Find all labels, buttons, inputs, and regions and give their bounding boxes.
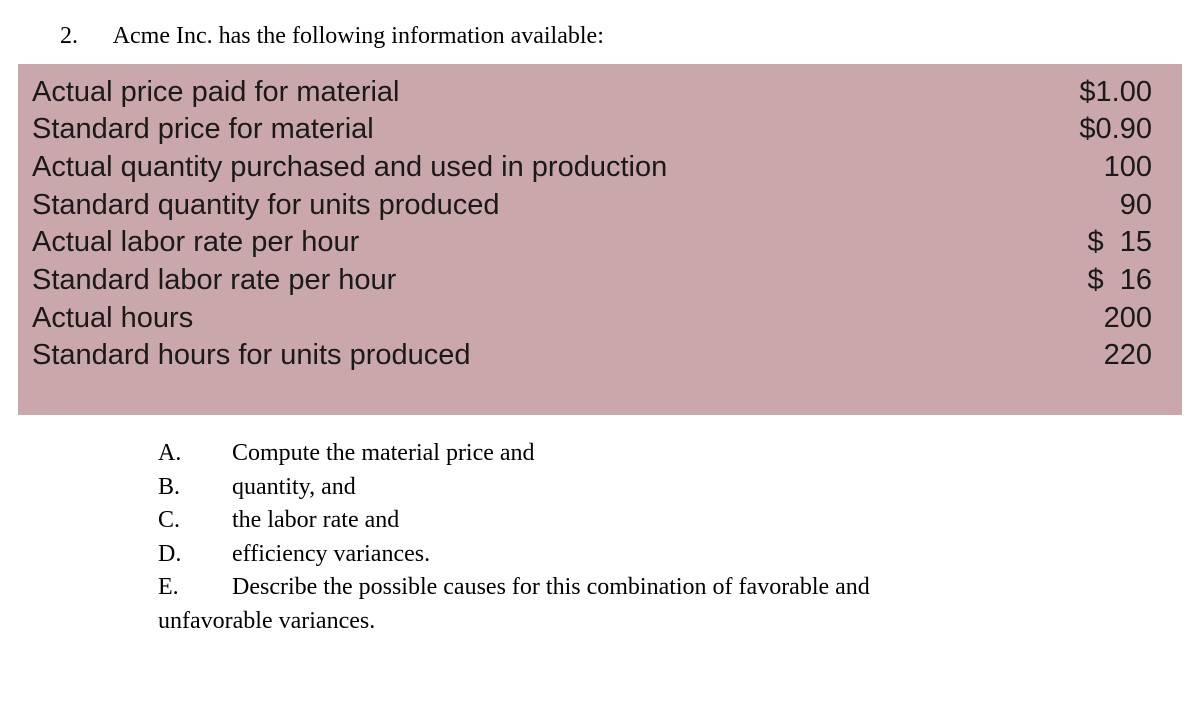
question-header: 2. Acme Inc. has the following informati… [18, 20, 1182, 54]
info-label: Standard quantity for units produced [32, 187, 1032, 225]
sub-item: B. quantity, and [158, 471, 1122, 505]
info-label: Actual hours [32, 300, 1032, 338]
info-value: 200 [1032, 300, 1152, 338]
info-row: Actual labor rate per hour $ 15 [32, 224, 1152, 262]
sub-trailing-text: unfavorable variances. [158, 605, 1122, 639]
info-label: Standard price for material [32, 111, 1032, 149]
info-row: Standard hours for units produced 220 [32, 337, 1152, 375]
sub-letter: B. [158, 471, 232, 505]
info-row: Standard labor rate per hour $ 16 [32, 262, 1152, 300]
info-value: $ 16 [1032, 262, 1152, 300]
sub-text: Describe the possible causes for this co… [232, 571, 1122, 605]
question-number: 2. [60, 20, 108, 54]
info-label: Actual labor rate per hour [32, 224, 1032, 262]
info-label: Standard labor rate per hour [32, 262, 1032, 300]
sub-text: quantity, and [232, 471, 1122, 505]
sub-item: A. Compute the material price and [158, 437, 1122, 471]
sub-item: E. Describe the possible causes for this… [158, 571, 1122, 605]
sub-item: D. efficiency variances. [158, 538, 1122, 572]
info-value: 100 [1032, 149, 1152, 187]
info-table: Actual price paid for material $1.00 Sta… [18, 64, 1182, 416]
sub-letter: C. [158, 504, 232, 538]
info-value: $1.00 [1032, 74, 1152, 112]
info-label: Actual quantity purchased and used in pr… [32, 149, 1032, 187]
sub-letter: E. [158, 571, 232, 605]
sub-text: efficiency variances. [232, 538, 1122, 572]
sub-text: the labor rate and [232, 504, 1122, 538]
info-value: 220 [1032, 337, 1152, 375]
info-value: 90 [1032, 187, 1152, 225]
info-row: Actual quantity purchased and used in pr… [32, 149, 1152, 187]
question-prompt: Acme Inc. has the following information … [113, 23, 604, 49]
info-row: Actual hours 200 [32, 300, 1152, 338]
info-label: Actual price paid for material [32, 74, 1032, 112]
info-row: Actual price paid for material $1.00 [32, 74, 1152, 112]
info-row: Standard quantity for units produced 90 [32, 187, 1152, 225]
sub-item: C. the labor rate and [158, 504, 1122, 538]
sub-questions: A. Compute the material price and B. qua… [18, 437, 1182, 639]
info-value: $0.90 [1032, 111, 1152, 149]
sub-letter: A. [158, 437, 232, 471]
info-row: Standard price for material $0.90 [32, 111, 1152, 149]
sub-letter: D. [158, 538, 232, 572]
info-value: $ 15 [1032, 224, 1152, 262]
info-label: Standard hours for units produced [32, 337, 1032, 375]
sub-text: Compute the material price and [232, 437, 1122, 471]
